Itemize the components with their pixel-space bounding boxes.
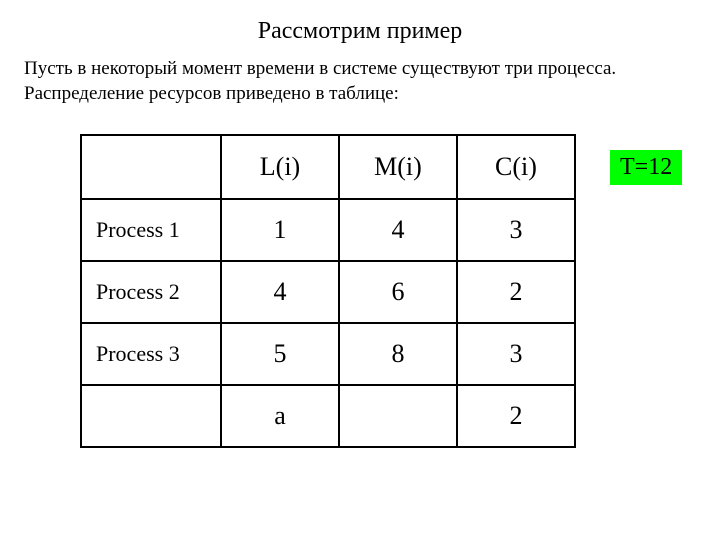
table-row: Process 2 4 6 2 [81, 261, 575, 323]
header-col-3: C(i) [457, 135, 575, 199]
t-badge: T=12 [610, 150, 682, 185]
cell: 8 [339, 323, 457, 385]
description-line-1: Пусть в некоторый момент времени в систе… [24, 58, 616, 79]
header-empty [81, 135, 221, 199]
footer-cell: 2 [457, 385, 575, 447]
cell: 5 [221, 323, 339, 385]
cell: 1 [221, 199, 339, 261]
cell: 4 [221, 261, 339, 323]
row-label: Process 1 [81, 199, 221, 261]
page-title: Рассмотрим пример [0, 18, 720, 45]
cell: 3 [457, 199, 575, 261]
cell: 4 [339, 199, 457, 261]
footer-cell: a [221, 385, 339, 447]
cell: 2 [457, 261, 575, 323]
row-label: Process 3 [81, 323, 221, 385]
header-col-1: L(i) [221, 135, 339, 199]
table-header-row: L(i) M(i) C(i) [81, 135, 575, 199]
cell: 6 [339, 261, 457, 323]
description: Пусть в некоторый момент времени в систе… [0, 57, 720, 106]
footer-label [81, 385, 221, 447]
description-line-2: Распределение ресурсов приведено в табли… [24, 83, 399, 104]
content-row: L(i) M(i) C(i) Process 1 1 4 3 Process 2… [0, 134, 720, 448]
cell: 3 [457, 323, 575, 385]
resource-table: L(i) M(i) C(i) Process 1 1 4 3 Process 2… [80, 134, 576, 448]
table-footer-row: a 2 [81, 385, 575, 447]
row-label: Process 2 [81, 261, 221, 323]
table-row: Process 3 5 8 3 [81, 323, 575, 385]
table-row: Process 1 1 4 3 [81, 199, 575, 261]
footer-cell [339, 385, 457, 447]
header-col-2: M(i) [339, 135, 457, 199]
